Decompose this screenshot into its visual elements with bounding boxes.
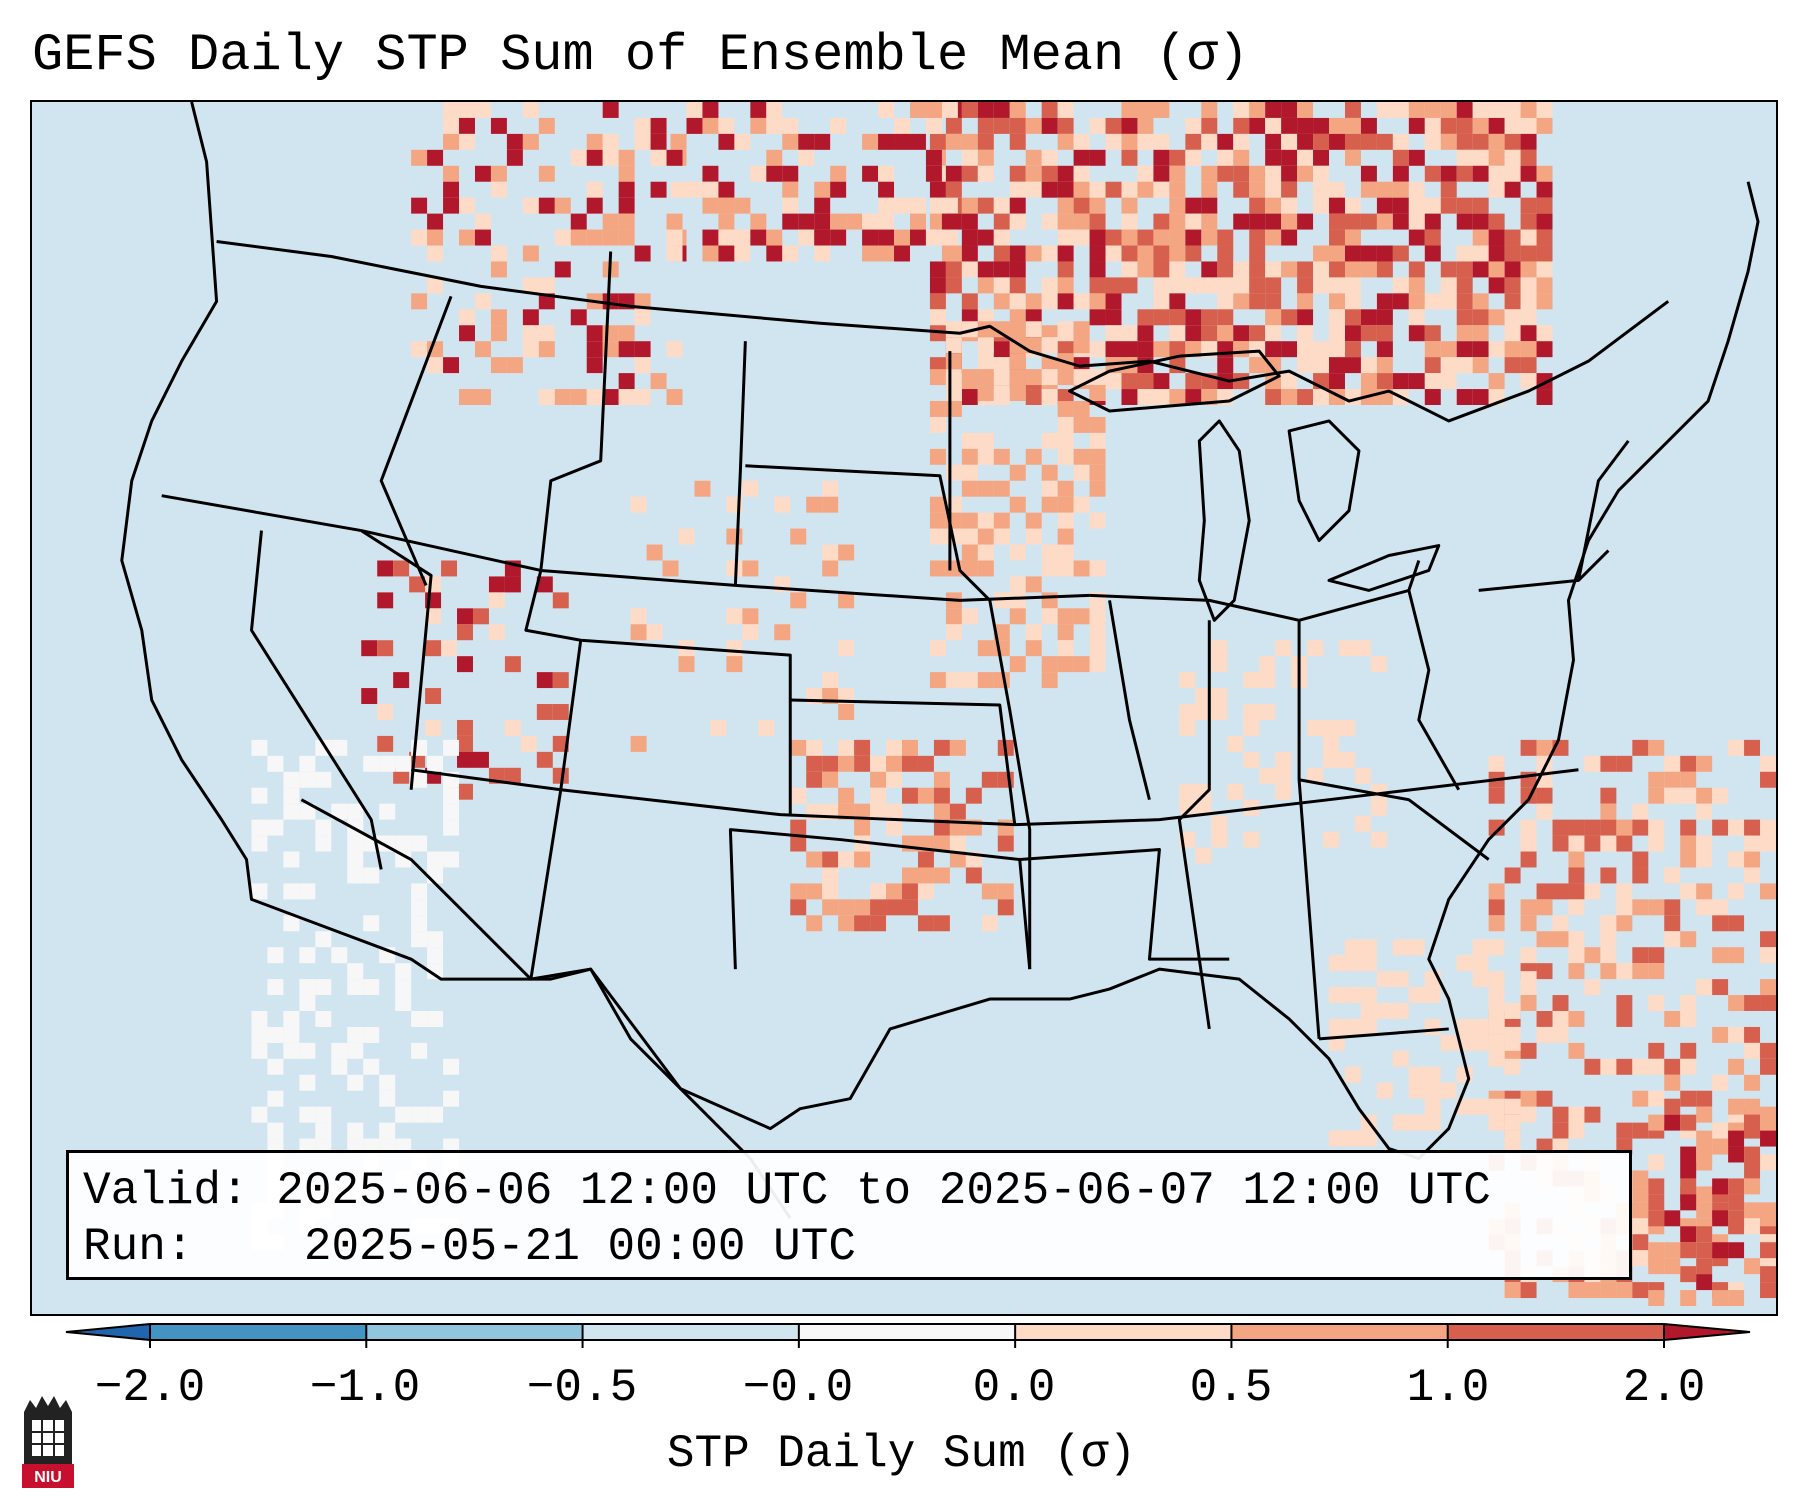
lake-michigan (1197, 419, 1251, 622)
canada-border (216, 240, 1670, 423)
colorbar-segment (798, 1324, 1016, 1340)
state-line (790, 698, 1017, 825)
colorbar-tick: −0.0 (742, 1362, 854, 1414)
state-line (539, 251, 613, 571)
lake-superior (1068, 349, 1281, 413)
state-line (733, 341, 747, 586)
state-line (360, 529, 433, 790)
colorbar-tick: 0.5 (1189, 1362, 1273, 1414)
colorbar-tick: −0.5 (526, 1362, 638, 1414)
valid-run-info-box: Valid: 2025-06-06 12:00 UTC to 2025-06-0… (66, 1150, 1632, 1280)
state-line (1108, 600, 1151, 801)
colorbar-tick: −2.0 (94, 1362, 206, 1414)
state-line (250, 530, 383, 870)
state-line (529, 789, 563, 980)
lake-erie (1327, 544, 1441, 592)
run-value: 2025-05-21 00:00 UTC (303, 1221, 856, 1273)
colorbar-tick: 2.0 (1622, 1362, 1706, 1414)
colorbar-extend-low (66, 1324, 150, 1340)
state-line (988, 600, 1032, 970)
colorbar-segment (366, 1324, 583, 1340)
state-line (379, 295, 453, 586)
colorbar-tick: 1.0 (1406, 1362, 1490, 1414)
svg-text:NIU: NIU (34, 1469, 62, 1486)
state-line (1298, 778, 1490, 861)
niu-logo: NIU (22, 1396, 74, 1488)
colorbar-extend-high (1664, 1324, 1750, 1340)
state-line (1019, 848, 1230, 961)
colorbar-tick: −1.0 (309, 1362, 421, 1414)
colorbar-segment (1231, 1324, 1448, 1340)
lake-huron (1287, 419, 1361, 543)
map-title: GEFS Daily STP Sum of Ensemble Mean (σ) (32, 26, 1249, 85)
anomaly-shading (251, 102, 1776, 1307)
state-line (1089, 560, 1421, 622)
stp-map (120, 102, 1776, 1307)
valid-label: Valid: (83, 1165, 249, 1217)
run-label: Run: (83, 1221, 194, 1273)
valid-value: 2025-06-06 12:00 UTC to 2025-06-07 12:00… (276, 1165, 1491, 1217)
state-line (1177, 620, 1211, 1030)
state-line (559, 640, 583, 790)
state-line (1478, 549, 1610, 592)
state-line (161, 494, 1090, 602)
colorbar-segment (1447, 1324, 1664, 1340)
map-panel (30, 100, 1778, 1316)
us-outline (120, 102, 1760, 1161)
colorbar (65, 1323, 1751, 1348)
state-line (1318, 1027, 1449, 1041)
state-line (728, 828, 1032, 970)
state-boundaries (120, 102, 1760, 1220)
colorbar-label: STP Daily Sum (σ) (666, 1428, 1137, 1480)
state-line (1407, 590, 1461, 791)
colorbar-segment (150, 1324, 367, 1340)
state-line (1576, 439, 1630, 581)
colorbar-segment (582, 1324, 799, 1340)
colorbar-segment (1015, 1324, 1232, 1340)
colorbar-tick: 0.0 (972, 1362, 1056, 1414)
